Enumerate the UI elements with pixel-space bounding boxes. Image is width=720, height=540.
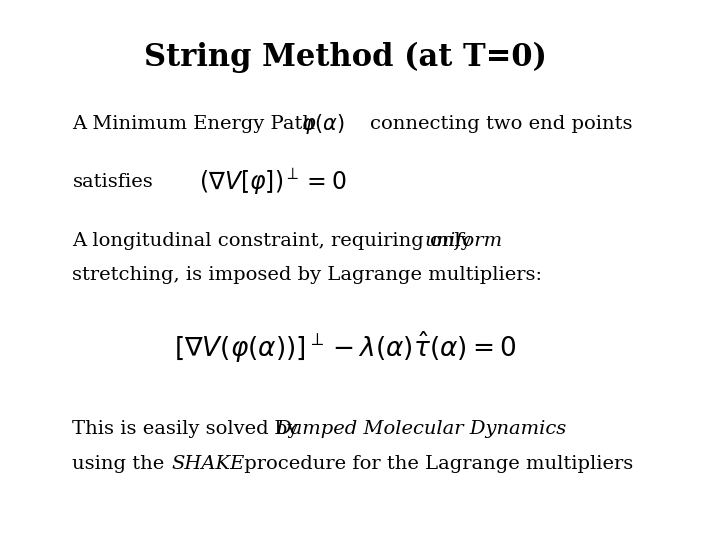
- Text: connecting two end points: connecting two end points: [369, 115, 632, 133]
- Text: procedure for the Lagrange multipliers: procedure for the Lagrange multipliers: [238, 455, 634, 473]
- Text: This is easily solved by: This is easily solved by: [73, 421, 305, 438]
- Text: Damped Molecular Dynamics: Damped Molecular Dynamics: [275, 421, 567, 438]
- Text: using the: using the: [73, 455, 171, 473]
- Text: A longitudinal constraint, requiring only: A longitudinal constraint, requiring onl…: [73, 232, 478, 250]
- Text: uniform: uniform: [424, 232, 503, 250]
- Text: $\varphi(\alpha)$: $\varphi(\alpha)$: [301, 112, 346, 136]
- Text: SHAKE: SHAKE: [171, 455, 245, 473]
- Text: $\left(\nabla V[\varphi]\right)^{\perp} = 0$: $\left(\nabla V[\varphi]\right)^{\perp} …: [199, 167, 346, 197]
- Text: stretching, is imposed by Lagrange multipliers:: stretching, is imposed by Lagrange multi…: [73, 266, 542, 285]
- Text: A Minimum Energy Path: A Minimum Energy Path: [73, 115, 315, 133]
- Text: String Method (at T=0): String Method (at T=0): [144, 42, 547, 72]
- Text: $\left[\nabla V(\varphi(\alpha))\right]^{\perp} - \lambda(\alpha)\hat{\tau}(\alp: $\left[\nabla V(\varphi(\alpha))\right]^…: [174, 329, 517, 364]
- Text: satisfies: satisfies: [73, 173, 153, 191]
